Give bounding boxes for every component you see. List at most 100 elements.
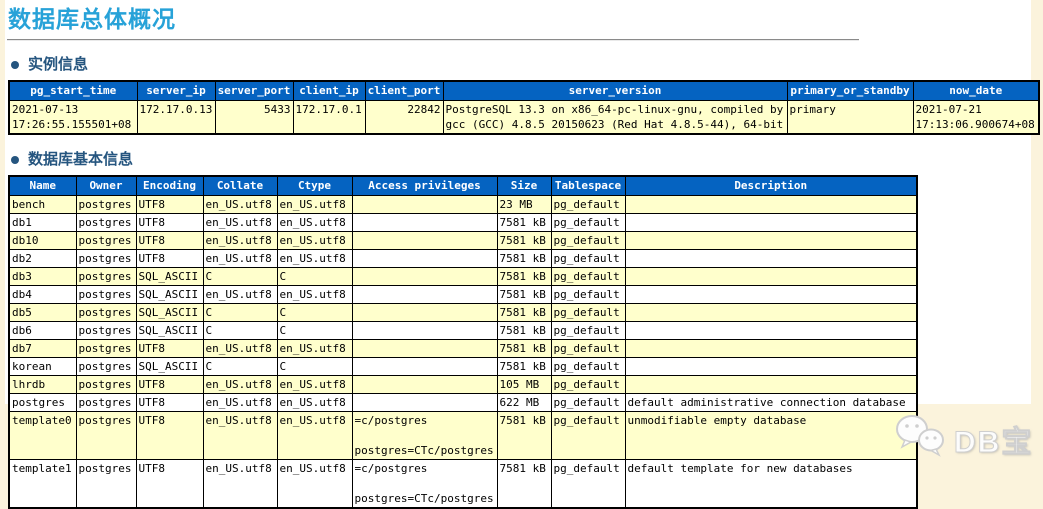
cell-access-privileges: =c/postgres postgres=CTc/postgres (351, 411, 498, 460)
cell-name: korean (8, 357, 77, 376)
cell-size: 622 MB (496, 393, 552, 412)
cell-owner: postgres (75, 213, 137, 232)
cell-name: bench (8, 195, 77, 214)
table-row: db5 postgres SQL_ASCII C C 7581 kB pg_default (8, 303, 918, 322)
cell-owner: postgres (75, 231, 137, 250)
cell-description (624, 357, 918, 376)
cell-tablespace: pg_default (550, 213, 626, 232)
cell-access-privileges (351, 195, 498, 214)
table-row: template0 postgres UTF8 en_US.utf8 en_US.utf… (8, 411, 918, 460)
cell-name: db5 (8, 303, 77, 322)
cell-tablespace: pg_default (550, 339, 626, 358)
table-row: db2 postgres UTF8 en_US.utf8 en_US.utf8 7581 … (8, 249, 918, 268)
instance-info-table: pg_start_time server_ip server_port client_… (8, 80, 1040, 135)
database-info-table: Name Owner Encoding Collate Ctype Access priv… (8, 175, 918, 509)
table-row: db10 postgres UTF8 en_US.utf8 en_US.utf8 7581… (8, 231, 918, 250)
cell-ctype: en_US.utf8 (276, 339, 353, 358)
watermark: DB宝 (893, 412, 1033, 465)
cell-access-privileges (351, 285, 498, 304)
column-header-pg-start-time: pg_start_time (8, 80, 138, 101)
cell-collate: C (202, 357, 278, 376)
cell-collate: en_US.utf8 (202, 393, 278, 412)
cell-tablespace: pg_default (550, 231, 626, 250)
table-row: db3 postgres SQL_ASCII C C 7581 kB pg_default (8, 267, 918, 286)
cell-server-ip: 172.17.0.13 (136, 100, 216, 135)
cell-description: unmodifiable empty database (624, 411, 918, 460)
cell-description (624, 195, 918, 214)
column-header-primary-or-standby: primary_or_standby (786, 80, 914, 101)
cell-collate: en_US.utf8 (202, 339, 278, 358)
column-header-client-port: client_port (364, 80, 444, 101)
column-header-server-port: server_port (214, 80, 294, 101)
cell-collate: C (202, 303, 278, 322)
table-row: db4 postgres SQL_ASCII en_US.utf8 en_US.utf8… (8, 285, 918, 304)
bullet-icon (11, 156, 19, 164)
cell-access-privileges (351, 303, 498, 322)
cell-access-privileges (351, 375, 498, 394)
cell-tablespace: pg_default (550, 267, 626, 286)
cell-encoding: UTF8 (135, 411, 204, 460)
cell-name: db2 (8, 249, 77, 268)
column-header-owner: Owner (75, 175, 137, 196)
cell-now-date: 2021-07-21 17:13:06.900674+08 (912, 100, 1040, 135)
cell-encoding: UTF8 (135, 393, 204, 412)
wechat-icon (893, 412, 947, 465)
cell-tablespace: pg_default (550, 285, 626, 304)
cell-tablespace: pg_default (550, 411, 626, 460)
cell-collate: en_US.utf8 (202, 231, 278, 250)
bullet-icon (11, 61, 19, 69)
column-header-tablespace: Tablespace (550, 175, 626, 196)
cell-size: 7581 kB (496, 249, 552, 268)
cell-ctype: en_US.utf8 (276, 411, 353, 460)
cell-encoding: UTF8 (135, 339, 204, 358)
cell-size: 7581 kB (496, 303, 552, 322)
cell-collate: en_US.utf8 (202, 411, 278, 460)
cell-tablespace: pg_default (550, 249, 626, 268)
cell-collate: en_US.utf8 (202, 195, 278, 214)
column-header-now-date: now_date (912, 80, 1040, 101)
cell-access-privileges (351, 249, 498, 268)
cell-description (624, 285, 918, 304)
column-header-size: Size (496, 175, 552, 196)
cell-owner: postgres (75, 357, 137, 376)
cell-size: 7581 kB (496, 357, 552, 376)
cell-owner: postgres (75, 375, 137, 394)
cell-access-privileges (351, 213, 498, 232)
column-header-description: Description (624, 175, 918, 196)
cell-size: 105 MB (496, 375, 552, 394)
column-header-server-version: server_version (442, 80, 788, 101)
cell-name: db1 (8, 213, 77, 232)
cell-ctype: C (276, 267, 353, 286)
cell-owner: postgres (75, 321, 137, 340)
cell-access-privileges (351, 267, 498, 286)
cell-tablespace: pg_default (550, 195, 626, 214)
cell-collate: C (202, 267, 278, 286)
cell-server-port: 5433 (214, 100, 294, 135)
cell-tablespace: pg_default (550, 393, 626, 412)
cell-name: template0 (8, 411, 77, 460)
cell-client-ip: 172.17.0.1 (292, 100, 366, 135)
cell-description (624, 249, 918, 268)
cell-encoding: SQL_ASCII (135, 303, 204, 322)
cell-name: db3 (8, 267, 77, 286)
cell-encoding: SQL_ASCII (135, 357, 204, 376)
column-header-client-ip: client_ip (292, 80, 366, 101)
column-header-access-privileges: Access privileges (351, 175, 498, 196)
column-header-name: Name (8, 175, 77, 196)
section-heading-instance-info: 实例信息 (11, 56, 1043, 74)
cell-access-privileges (351, 321, 498, 340)
cell-collate: en_US.utf8 (202, 249, 278, 268)
cell-size: 7581 kB (496, 285, 552, 304)
cell-name: db4 (8, 285, 77, 304)
cell-encoding: UTF8 (135, 195, 204, 214)
cell-description (624, 339, 918, 358)
cell-access-privileges (351, 231, 498, 250)
cell-description (624, 231, 918, 250)
cell-collate: C (202, 321, 278, 340)
cell-ctype: en_US.utf8 (276, 213, 353, 232)
cell-ctype: C (276, 303, 353, 322)
table-row: lhrdb postgres UTF8 en_US.utf8 en_US.utf8 105… (8, 375, 918, 394)
cell-description (624, 267, 918, 286)
cell-ctype: en_US.utf8 (276, 195, 353, 214)
column-header-ctype: Ctype (276, 175, 353, 196)
